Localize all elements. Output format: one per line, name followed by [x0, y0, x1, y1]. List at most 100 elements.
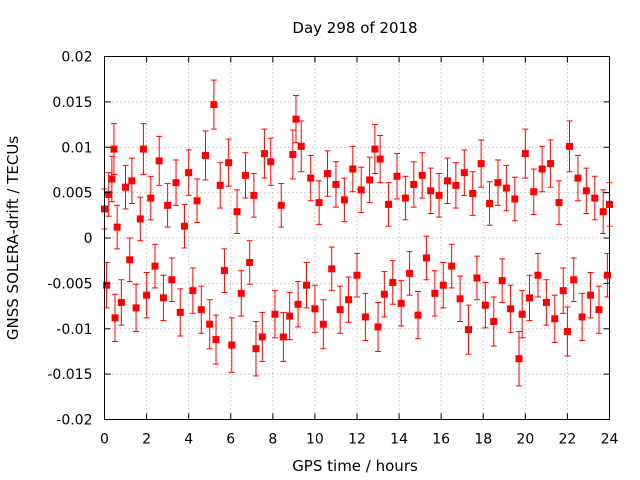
data-point	[340, 177, 348, 223]
data-point	[117, 279, 125, 326]
data-point	[260, 128, 268, 179]
point-marker	[220, 267, 228, 275]
data-point	[202, 130, 209, 181]
data-point	[258, 311, 266, 362]
data-point	[113, 204, 121, 250]
data-point	[172, 159, 180, 206]
data-point	[591, 175, 599, 221]
point-marker	[521, 150, 529, 158]
data-point	[526, 274, 534, 322]
data-point	[315, 180, 323, 225]
point-marker	[108, 175, 116, 183]
data-point	[233, 189, 241, 234]
point-marker	[297, 142, 305, 150]
point-marker	[574, 174, 582, 182]
point-marker	[250, 191, 258, 199]
x-tick-label: 10	[306, 432, 324, 448]
data-point	[422, 235, 430, 281]
point-marker	[252, 345, 260, 353]
data-point	[345, 276, 353, 323]
x-tick-labels: 0 2 4 6 8 10 12 14 16 18 20 22 24	[100, 432, 618, 448]
data-point	[271, 290, 279, 339]
point-marker	[279, 333, 287, 341]
point-marker	[172, 179, 180, 187]
y-tick-label: 0.01	[61, 140, 92, 156]
data-point	[443, 157, 451, 205]
data-point	[206, 299, 214, 350]
data-point	[220, 248, 228, 293]
point-marker	[147, 194, 155, 202]
y-tick-label: 0.015	[52, 95, 92, 111]
point-marker	[267, 158, 275, 166]
point-marker	[210, 101, 218, 109]
point-marker	[349, 165, 357, 173]
point-marker	[551, 315, 559, 323]
data-point	[132, 283, 140, 332]
data-point	[406, 251, 414, 296]
axis-ticks	[104, 56, 610, 420]
data-point	[294, 281, 302, 328]
point-marker	[406, 269, 414, 277]
point-marker	[307, 174, 315, 182]
data-point	[374, 301, 382, 352]
x-tick-label: 8	[268, 432, 277, 448]
data-point	[311, 284, 319, 333]
point-marker	[465, 326, 473, 334]
data-point	[465, 304, 473, 355]
point-marker	[117, 298, 125, 306]
point-marker	[456, 295, 464, 303]
point-marker	[371, 145, 379, 153]
point-marker	[452, 181, 460, 189]
data-point	[353, 252, 361, 298]
data-point	[143, 271, 151, 319]
point-marker	[206, 320, 214, 328]
point-marker	[128, 177, 136, 185]
data-point	[180, 203, 188, 249]
data-point	[155, 135, 163, 186]
data-point	[237, 270, 245, 317]
point-marker	[345, 296, 353, 304]
data-point	[538, 145, 546, 193]
data-point	[380, 271, 388, 318]
point-marker	[410, 180, 418, 188]
point-marker	[197, 306, 205, 314]
data-point	[136, 196, 144, 242]
point-marker	[498, 277, 506, 285]
data-point	[599, 189, 607, 234]
point-marker	[216, 181, 224, 189]
point-marker	[385, 200, 393, 208]
data-point	[164, 183, 172, 228]
data-point	[241, 152, 249, 199]
point-marker	[336, 306, 344, 314]
point-marker	[526, 294, 534, 302]
point-marker	[110, 145, 118, 153]
point-marker	[547, 160, 555, 168]
data-point	[197, 285, 205, 334]
y-tick-label: 0.005	[52, 186, 92, 202]
data-point	[469, 171, 477, 216]
point-marker	[439, 281, 447, 289]
point-marker	[105, 190, 113, 198]
point-marker	[155, 157, 163, 165]
point-marker	[357, 186, 365, 194]
point-marker	[376, 155, 384, 163]
point-marker	[502, 184, 510, 192]
data-point	[139, 123, 147, 175]
data-point	[126, 237, 134, 283]
data-point	[110, 123, 118, 175]
point-marker	[397, 299, 405, 307]
data-point	[376, 134, 384, 184]
point-marker	[534, 271, 542, 279]
data-point	[410, 161, 418, 208]
data-point	[507, 284, 515, 333]
data-point	[582, 167, 590, 214]
data-point	[303, 262, 310, 309]
point-marker	[460, 169, 468, 177]
point-marker	[260, 150, 268, 158]
data-point	[486, 181, 494, 226]
data-point	[490, 296, 498, 347]
data-point	[349, 145, 357, 193]
point-marker	[136, 215, 144, 223]
data-point	[551, 294, 559, 343]
